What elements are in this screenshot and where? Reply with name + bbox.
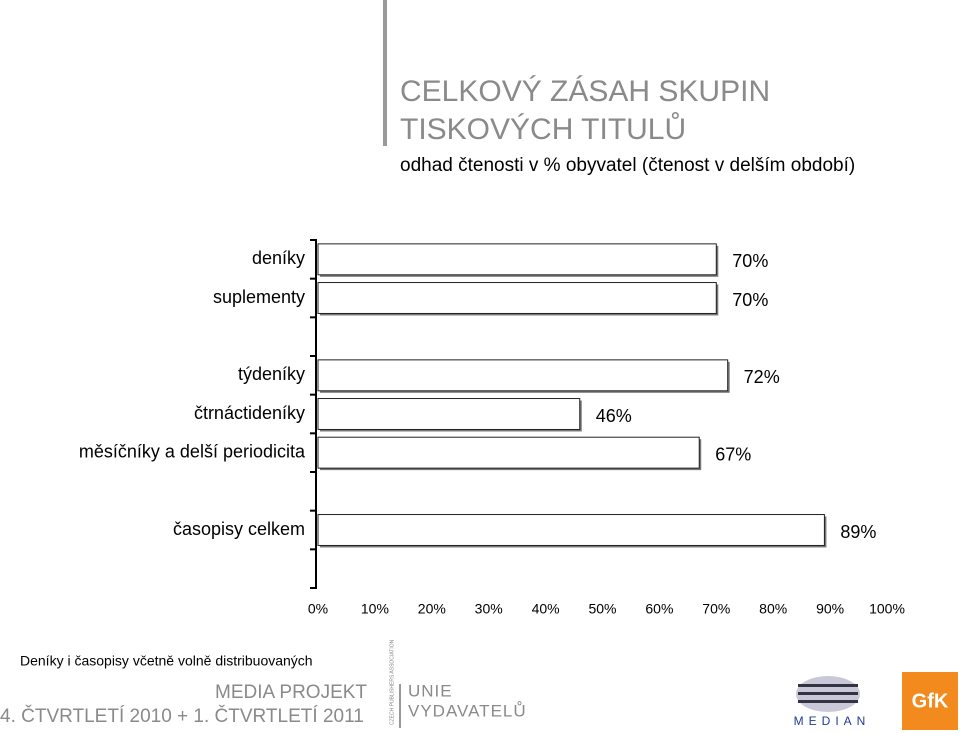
y-tick-label: časopisy celkem xyxy=(173,519,305,539)
y-tick-label: týdeníky xyxy=(238,364,305,384)
value-label: 67% xyxy=(715,444,751,464)
unie-logo: UNIE xyxy=(408,681,453,700)
x-tick-label: 40% xyxy=(532,601,560,617)
association: CZECH PUBLISHERS ASSOCIATION xyxy=(389,639,395,725)
unie-logo: VYDAVATELŮ xyxy=(408,701,527,720)
x-tick-label: 30% xyxy=(475,601,503,617)
x-tick-label: 10% xyxy=(361,601,389,617)
value-label: 72% xyxy=(744,367,780,387)
value-label: 89% xyxy=(840,522,876,542)
value-label: 70% xyxy=(732,251,768,271)
value-label: 70% xyxy=(732,290,768,310)
x-tick-label: 0% xyxy=(308,601,328,617)
gfk-logo: GfK xyxy=(912,690,949,712)
value-label: 46% xyxy=(596,406,632,426)
bar xyxy=(317,243,717,276)
y-tick-label: čtrnáctideníky xyxy=(194,403,305,423)
median-logo: MEDIAN xyxy=(794,714,871,728)
bar xyxy=(317,359,729,392)
chart-title: TISKOVÝCH TITULŮ xyxy=(400,112,686,146)
x-tick-label: 20% xyxy=(418,601,446,617)
chart-title: CELKOVÝ ZÁSAH SKUPIN xyxy=(400,75,770,108)
median-globe xyxy=(796,676,860,712)
bar xyxy=(317,282,717,314)
x-tick-label: 80% xyxy=(759,601,787,617)
period: 4. ČTVRTLETÍ 2010 + 1. ČTVRTLETÍ 2011 xyxy=(0,705,364,727)
x-tick-label: 50% xyxy=(588,601,616,617)
y-tick-label: deníky xyxy=(252,248,305,268)
bar xyxy=(317,514,825,546)
x-tick-label: 60% xyxy=(645,601,673,617)
chart-subtitle: odhad čtenosti v % obyvatel (čtenost v d… xyxy=(400,155,855,176)
gfk-logo xyxy=(902,672,958,730)
header-rule xyxy=(383,0,387,146)
media-projekt: MEDIA PROJEKT xyxy=(215,682,367,703)
x-tick-label: 90% xyxy=(816,601,844,617)
y-tick-label: suplementy xyxy=(213,287,305,307)
y-tick-label: měsíčníky a delší periodicita xyxy=(79,441,306,461)
note: Deníky i časopisy včetně volně distribuo… xyxy=(20,653,313,669)
bar xyxy=(317,398,581,430)
bar xyxy=(317,436,700,469)
x-tick-label: 100% xyxy=(869,601,905,617)
x-tick-label: 70% xyxy=(702,601,730,617)
